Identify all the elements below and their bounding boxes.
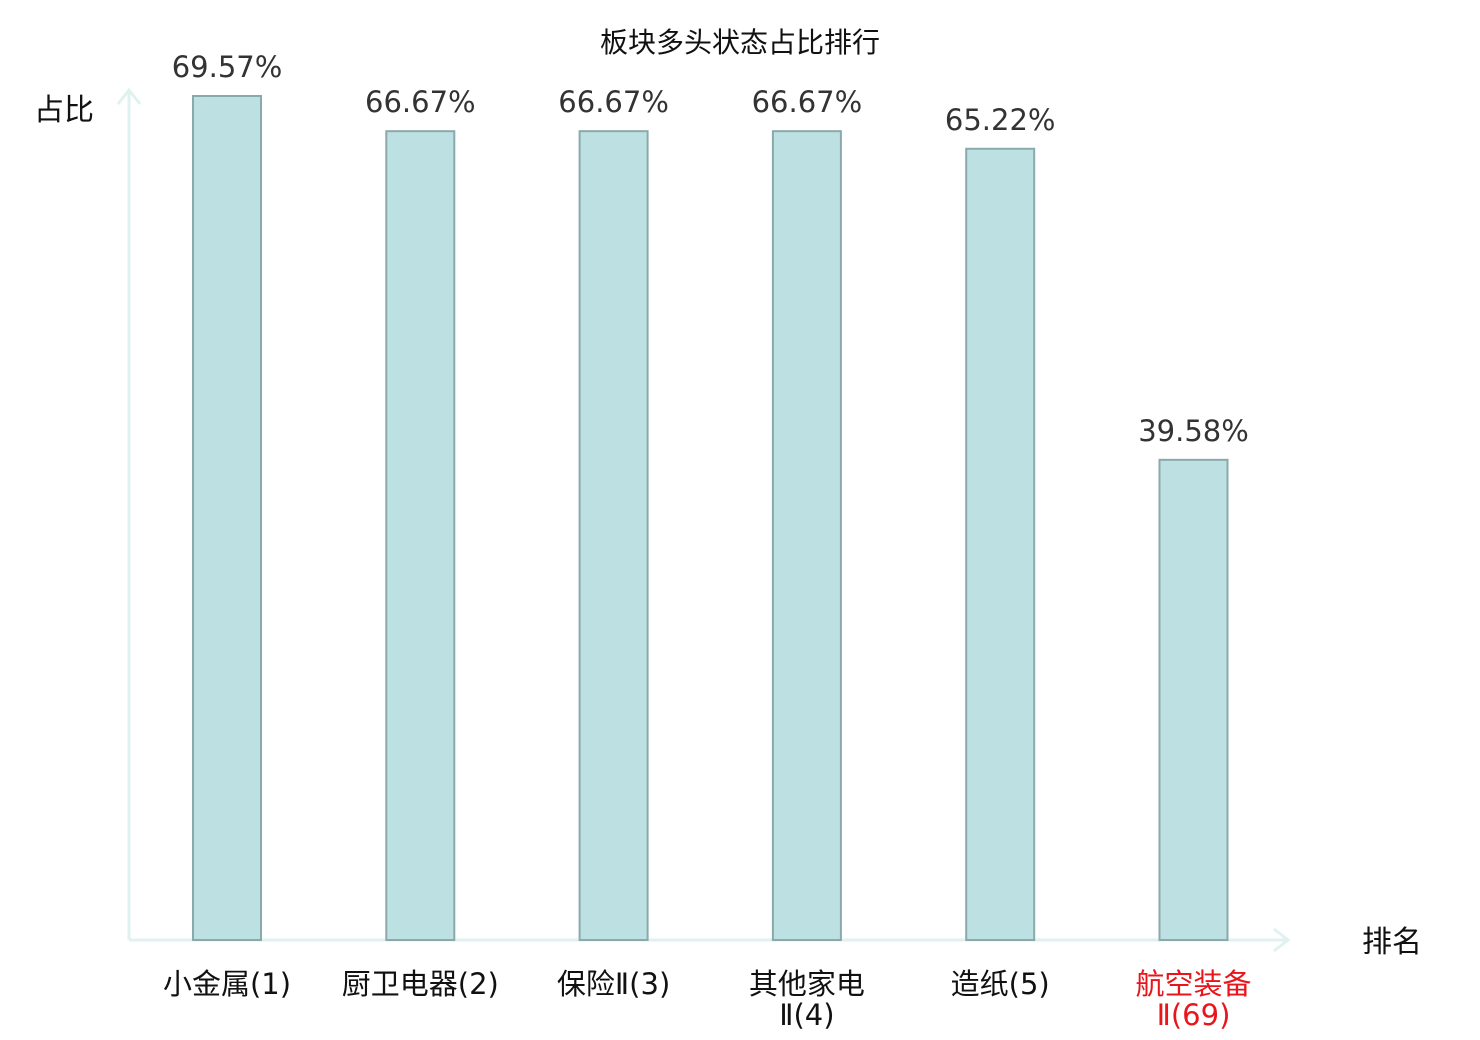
bar	[385, 130, 456, 941]
x-axis-title: 排名	[1362, 925, 1422, 960]
category-label: 其他家电	[749, 967, 865, 1001]
value-labels: 69.57% 66.67% 66.67% 66.67% 65.22% 39.58%	[172, 50, 1249, 448]
category-label: 保险Ⅱ(3)	[557, 967, 670, 1001]
category-label: 厨卫电器(2)	[342, 967, 499, 1001]
axes	[116, 87, 1291, 953]
category-label: 航空装备	[1135, 967, 1251, 1001]
y-axis-title: 占比	[34, 93, 94, 128]
chart-title: 板块多头状态占比排行	[600, 26, 880, 59]
bar	[192, 95, 262, 941]
value-label: 66.67%	[558, 85, 669, 119]
y-axis-arrow-icon	[116, 87, 142, 105]
bar	[965, 147, 1036, 941]
value-label: 66.67%	[752, 85, 863, 119]
category-label: 小金属(1)	[163, 967, 291, 1001]
bar	[771, 130, 842, 941]
bar	[578, 130, 649, 941]
value-label: 66.67%	[365, 85, 476, 119]
category-label: 造纸(5)	[951, 967, 1050, 1001]
bar	[1158, 458, 1229, 941]
value-label: 65.22%	[945, 103, 1056, 137]
category-label: Ⅱ(69)	[1157, 998, 1231, 1032]
category-label: Ⅱ(4)	[779, 998, 834, 1032]
value-label: 39.58%	[1138, 414, 1249, 448]
bars	[192, 95, 1229, 941]
x-axis-arrow-icon	[1273, 927, 1291, 953]
value-label: 69.57%	[172, 50, 283, 84]
